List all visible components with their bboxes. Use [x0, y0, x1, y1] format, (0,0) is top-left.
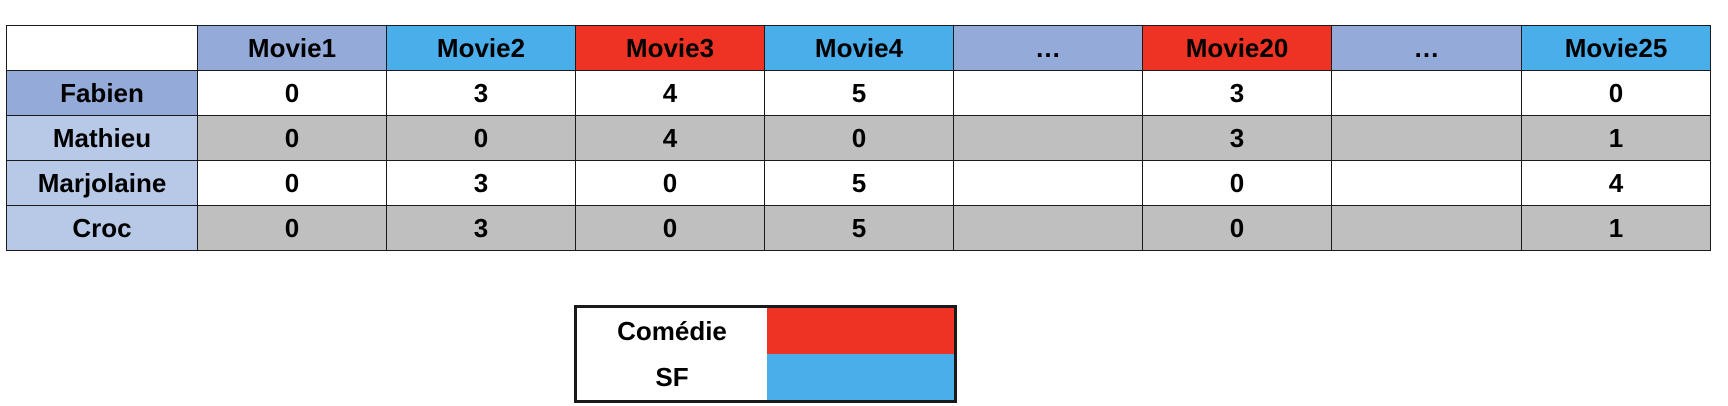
table-cell: 4 [1521, 160, 1711, 206]
table-row-mathieu: Mathieu 0 0 4 0 3 1 [6, 115, 1711, 161]
ratings-table: Movie1 Movie2 Movie3 Movie4 … Movie20 … … [6, 25, 1711, 251]
corner-cell [6, 25, 198, 71]
table-cell [1331, 160, 1522, 206]
table-row-croc: Croc 0 3 0 5 0 1 [6, 205, 1711, 251]
table-cell: 0 [1142, 160, 1332, 206]
row-header-fabien: Fabien [6, 70, 198, 116]
table-cell: 5 [764, 70, 954, 116]
row-header-mathieu: Mathieu [6, 115, 198, 161]
legend-swatch-comedie [767, 308, 954, 354]
legend-label-sf: SF [577, 354, 767, 400]
header-row: Movie1 Movie2 Movie3 Movie4 … Movie20 … … [6, 25, 1711, 71]
table-cell: 5 [764, 205, 954, 251]
table-cell: 4 [575, 70, 765, 116]
table-cell: 0 [575, 205, 765, 251]
table-cell: 0 [197, 70, 387, 116]
table-cell: 3 [386, 160, 576, 206]
column-header-ellipsis-1: … [953, 25, 1143, 71]
table-row-marjolaine: Marjolaine 0 3 0 5 0 4 [6, 160, 1711, 206]
table-cell [953, 160, 1143, 206]
table-cell: 0 [1521, 70, 1711, 116]
table-cell: 5 [764, 160, 954, 206]
row-header-croc: Croc [6, 205, 198, 251]
table-cell: 3 [1142, 115, 1332, 161]
table-cell [953, 205, 1143, 251]
genre-legend: Comédie SF [574, 305, 957, 403]
table-cell [1331, 115, 1522, 161]
legend-item-sf: SF [577, 354, 954, 400]
table-cell: 0 [197, 160, 387, 206]
table-cell: 0 [197, 205, 387, 251]
table-cell: 0 [386, 115, 576, 161]
table-cell: 3 [1142, 70, 1332, 116]
table-cell: 4 [575, 115, 765, 161]
table-cell: 0 [197, 115, 387, 161]
table-cell: 1 [1521, 115, 1711, 161]
table-cell [953, 115, 1143, 161]
table-row-fabien: Fabien 0 3 4 5 3 0 [6, 70, 1711, 116]
column-header-movie1: Movie1 [197, 25, 387, 71]
table-cell: 1 [1521, 205, 1711, 251]
table-cell: 0 [1142, 205, 1332, 251]
column-header-movie3: Movie3 [575, 25, 765, 71]
column-header-movie4: Movie4 [764, 25, 954, 71]
table-cell: 3 [386, 70, 576, 116]
legend-item-comedie: Comédie [577, 308, 954, 354]
legend-swatch-sf [767, 354, 954, 400]
table-cell [953, 70, 1143, 116]
table-cell [1331, 70, 1522, 116]
column-header-ellipsis-2: … [1331, 25, 1522, 71]
column-header-movie20: Movie20 [1142, 25, 1332, 71]
table-cell: 0 [764, 115, 954, 161]
column-header-movie2: Movie2 [386, 25, 576, 71]
table-body: Movie1 Movie2 Movie3 Movie4 … Movie20 … … [6, 25, 1711, 251]
table-cell: 3 [386, 205, 576, 251]
row-header-marjolaine: Marjolaine [6, 160, 198, 206]
table-cell: 0 [575, 160, 765, 206]
column-header-movie25: Movie25 [1521, 25, 1711, 71]
table-cell [1331, 205, 1522, 251]
legend-label-comedie: Comédie [577, 308, 767, 354]
